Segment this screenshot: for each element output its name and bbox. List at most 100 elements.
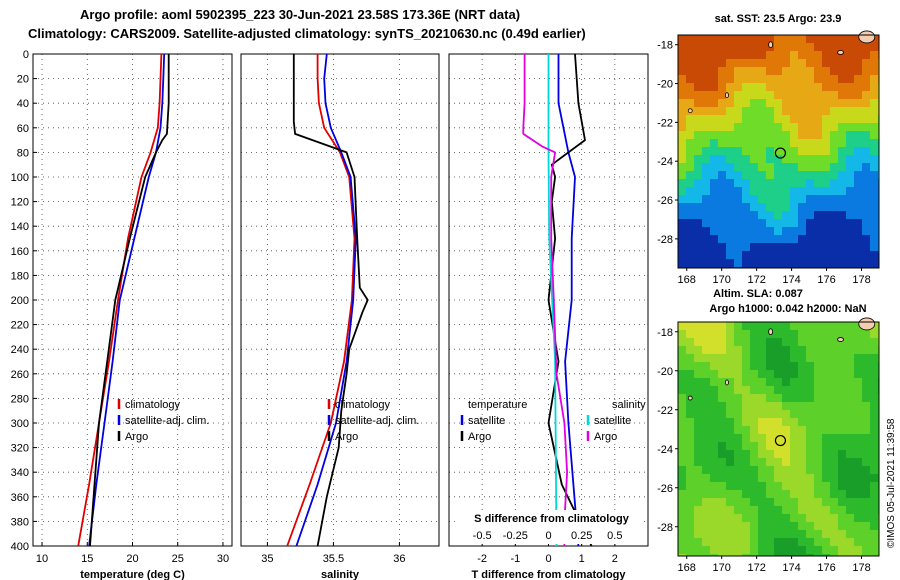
map-cell [870,179,878,187]
map-cell [798,163,806,171]
map-cell [718,330,726,338]
sla-map-subtitle: Argo h1000: 0.042 h2000: NaN [709,303,866,315]
map-cell [750,179,758,187]
map-cell [710,131,718,139]
map-cell [846,418,854,426]
map-cell [814,378,822,386]
map-cell [718,554,726,556]
map-cell [806,179,814,187]
map-cell [734,490,742,498]
map-cell [838,538,846,546]
lat-tick-label: -26 [657,195,673,207]
map-cell [862,227,870,235]
map-cell [854,155,862,163]
map-cell [726,554,734,556]
map-cell [774,450,782,458]
map-cell [782,259,790,267]
map-cell [846,554,854,556]
legend-label: satellite [468,415,505,427]
map-cell [790,322,798,330]
map-cell [774,259,782,267]
series-line-salinity-satellite [547,54,558,547]
map-cell [734,418,742,426]
map-cell [822,330,830,338]
secondary-axis-label: S difference from climatology [474,513,630,525]
map-cell [686,354,694,362]
map-cell [750,235,758,243]
map-cell [726,211,734,219]
map-cell [726,474,734,482]
map-cell [718,203,726,211]
map-cell [822,346,830,354]
map-cell [678,35,686,43]
map-cell [694,195,702,203]
map-cell [734,131,742,139]
map-cell [854,466,862,474]
map-cell [862,434,870,442]
map-cell [694,442,702,450]
map-cell [734,426,742,434]
map-cell [758,394,766,402]
map-cell [766,139,774,147]
map-cell [702,346,710,354]
map-cell [710,259,718,267]
map-cell [846,466,854,474]
map-cell [838,450,846,458]
map-cell [782,546,790,554]
map-cell [702,35,710,43]
map-cell [854,211,862,219]
y-tick-label: 280 [11,393,29,405]
map-cell [750,354,758,362]
map-cell [758,131,766,139]
secondary-tick-label: -0.5 [473,530,492,542]
map-cell [694,227,702,235]
map-cell [806,195,814,203]
legend-label: climatology [125,399,181,411]
map-cell [702,187,710,195]
map-cell [694,450,702,458]
map-cell [694,211,702,219]
map-cell [854,139,862,147]
map-cell [790,370,798,378]
map-cell [838,522,846,530]
map-cell [854,163,862,171]
map-cell [702,378,710,386]
map-cell [694,35,702,43]
map-cell [718,498,726,506]
map-cell [774,546,782,554]
map-cell [830,227,838,235]
map-cell [870,530,878,538]
map-cell [774,43,782,51]
map-cell [710,498,718,506]
series-line-argo [292,54,369,547]
map-cell [758,538,766,546]
map-cell [742,394,750,402]
map-cell [830,522,838,530]
map-cell [686,554,694,556]
map-cell [830,211,838,219]
map-cell [678,259,686,267]
x-axis-label: salinity [321,569,360,580]
map-cell [790,506,798,514]
map-cell [686,83,694,91]
map-cell [686,131,694,139]
map-cell [790,346,798,354]
map-cell [686,442,694,450]
map-cell [854,450,862,458]
map-cell [766,171,774,179]
map-cell [694,370,702,378]
legend-label: satellite-adj. clim. [335,415,419,427]
map-cell [702,474,710,482]
map-cell [702,43,710,51]
map-cell [718,490,726,498]
map-cell [750,394,758,402]
map-cell [750,91,758,99]
map-cell [838,163,846,171]
map-cell [694,187,702,195]
map-cell [702,386,710,394]
map-cell [782,386,790,394]
map-cell [758,322,766,330]
map-cell [846,410,854,418]
map-cell [718,219,726,227]
map-cell [790,522,798,530]
